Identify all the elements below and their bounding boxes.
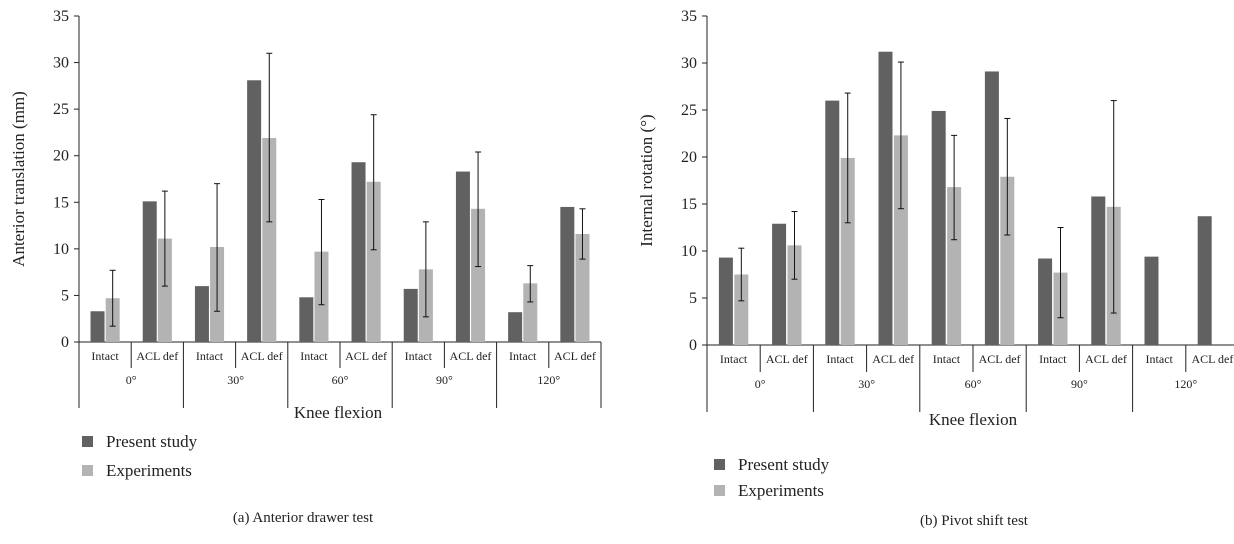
bar-present-study <box>878 51 893 345</box>
y-tick-label: 5 <box>689 290 697 307</box>
y-tick-label: 20 <box>53 148 69 165</box>
bar-present-study <box>560 206 575 342</box>
category-label: Intact <box>720 352 748 366</box>
group-label: 60° <box>965 377 982 391</box>
bar-present-study <box>508 312 523 342</box>
group-label: 120° <box>537 373 560 387</box>
category-label: Intact <box>1039 352 1067 366</box>
chart-panel-b: 0 5 10 15 20 25 30 35 Intact ACL def Intact ACL def… <box>637 8 1234 529</box>
category-label: ACL def <box>345 349 387 363</box>
bar-present-study <box>1091 196 1106 345</box>
group-label: 30° <box>858 377 875 391</box>
category-label: Intact <box>300 349 328 363</box>
group-label: 60° <box>332 373 349 387</box>
y-tick-label: 30 <box>53 55 69 72</box>
bar-present-study <box>247 80 262 343</box>
bar-present-study <box>984 71 999 346</box>
bar-present-study <box>299 297 314 342</box>
bar-experiments <box>947 187 962 345</box>
bar-experiments <box>523 283 538 342</box>
category-label: Intact <box>1146 352 1174 366</box>
group-label: 120° <box>1174 377 1197 391</box>
group-label: 0° <box>755 377 766 391</box>
category-label: Intact <box>509 349 537 363</box>
bar-present-study <box>455 171 470 342</box>
category-label: Intact <box>405 349 433 363</box>
group-label: 90° <box>436 373 453 387</box>
category-label: ACL def <box>450 349 492 363</box>
bar-experiments <box>366 181 381 342</box>
category-label: ACL def <box>1085 352 1127 366</box>
y-tick-label: 35 <box>53 8 69 25</box>
bar-experiments <box>787 245 802 345</box>
category-label: Intact <box>196 349 224 363</box>
y-tick-label: 35 <box>681 8 697 25</box>
figure-caption: (a) Anterior drawer test <box>233 510 374 526</box>
category-label: ACL def <box>766 352 808 366</box>
bar-present-study <box>403 288 418 342</box>
legend-label: Experiments <box>106 461 192 480</box>
bar-present-study <box>825 100 840 345</box>
bar-present-study <box>90 311 105 342</box>
y-tick-label: 0 <box>61 334 69 351</box>
y-tick-label: 15 <box>681 196 697 213</box>
category-label: Intact <box>91 349 119 363</box>
category-label: ACL def <box>979 352 1021 366</box>
legend-swatch-present-study <box>714 459 725 470</box>
category-label: Intact <box>826 352 854 366</box>
category-label: ACL def <box>136 349 178 363</box>
chart-panel-a: 0 5 10 15 20 25 30 35 Intact ACL def Intact ACL def… <box>9 8 602 526</box>
bar-experiments <box>893 135 908 345</box>
bar-experiments <box>840 157 855 345</box>
bar-experiments <box>575 233 590 342</box>
group-label: 90° <box>1071 377 1088 391</box>
bar-present-study <box>142 201 157 342</box>
y-axis-title: Anterior translation (mm) <box>9 91 28 267</box>
legend-swatch-experiments <box>82 465 93 476</box>
bar-experiments <box>734 274 749 345</box>
legend-label: Present study <box>738 455 830 474</box>
category-label: ACL def <box>872 352 914 366</box>
y-tick-label: 10 <box>53 241 69 258</box>
legend-swatch-present-study <box>82 436 93 447</box>
bar-experiments <box>262 138 277 342</box>
bar-experiments <box>471 208 486 342</box>
bar-present-study <box>718 257 733 345</box>
category-label: Intact <box>933 352 961 366</box>
y-tick-label: 25 <box>681 102 697 119</box>
y-tick-label: 20 <box>681 149 697 166</box>
group-label: 0° <box>126 373 137 387</box>
category-label: ACL def <box>241 349 283 363</box>
legend-label: Experiments <box>738 481 824 500</box>
bar-experiments <box>1000 176 1015 345</box>
legend-swatch-experiments <box>714 485 725 496</box>
y-tick-label: 15 <box>53 194 69 211</box>
bar-present-study <box>1197 216 1212 345</box>
bar-present-study <box>772 223 787 345</box>
y-tick-label: 30 <box>681 55 697 72</box>
bar-present-study <box>1038 258 1053 345</box>
bar-experiments <box>157 238 172 342</box>
y-tick-label: 10 <box>681 243 697 260</box>
bar-present-study <box>351 162 366 342</box>
category-label: ACL def <box>1191 352 1233 366</box>
bar-present-study <box>931 110 946 345</box>
category-label: ACL def <box>554 349 596 363</box>
group-label: 30° <box>227 373 244 387</box>
x-axis-title: Knee flexion <box>294 403 383 422</box>
bar-present-study <box>1144 256 1159 345</box>
y-tick-label: 5 <box>61 287 69 304</box>
y-tick-label: 25 <box>53 101 69 118</box>
legend-label: Present study <box>106 432 198 451</box>
figure-caption: (b) Pivot shift test <box>920 513 1029 529</box>
y-axis-title: Internal rotation (°) <box>637 114 656 246</box>
bar-present-study <box>194 286 209 342</box>
y-tick-label: 0 <box>689 337 697 354</box>
x-axis-title: Knee flexion <box>929 410 1018 429</box>
